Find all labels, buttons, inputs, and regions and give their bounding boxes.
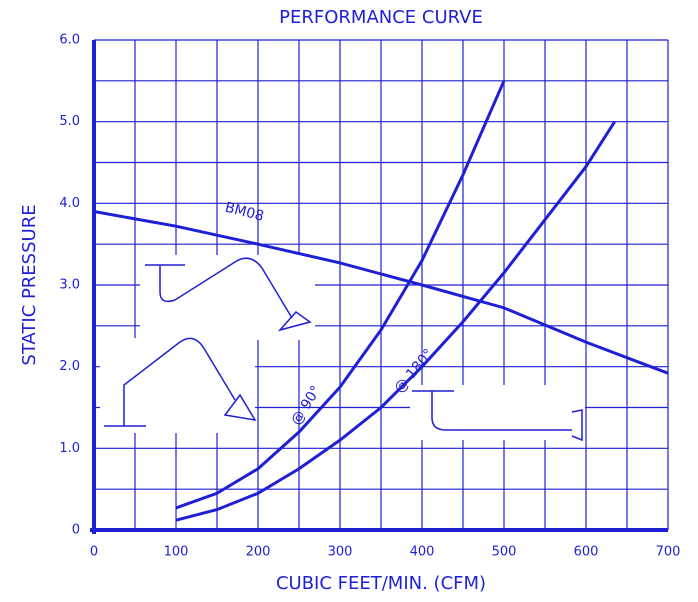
y-tick-label: 2.0	[59, 359, 80, 374]
y-axis-title: STATIC PRESSURE	[19, 204, 40, 365]
x-axis-title: CUBIC FEET/MIN. (CFM)	[276, 573, 486, 594]
y-tick-label: 4.0	[59, 196, 80, 211]
grid	[90, 39, 669, 534]
x-tick-label: 600	[574, 545, 599, 560]
x-tick-label: 300	[328, 545, 353, 560]
hose-icon	[104, 337, 257, 427]
y-tick-label: 0	[72, 523, 80, 538]
series-line	[93, 210, 669, 375]
y-tick-label: 1.0	[59, 441, 80, 456]
x-tick-label: 500	[492, 545, 517, 560]
chart-title: PERFORMANCE CURVE	[279, 7, 483, 28]
icon-backdrop	[100, 338, 255, 433]
y-tick-label: 6.0	[59, 33, 80, 48]
icon-backdrop	[410, 385, 585, 440]
x-tick-label: 100	[164, 545, 189, 560]
x-tick-label: 200	[246, 545, 271, 560]
x-tick-label: 700	[656, 545, 681, 560]
icon-backdrop	[140, 255, 315, 340]
y-tick-label: 3.0	[59, 278, 80, 293]
x-tick-label: 400	[410, 545, 435, 560]
y-tick-label: 5.0	[59, 114, 80, 129]
series-line	[175, 80, 506, 510]
hose-icon	[145, 257, 312, 332]
series-label: @ 90°	[288, 383, 324, 428]
x-tick-label: 0	[90, 545, 98, 560]
hose-icons	[100, 255, 585, 442]
series-line	[175, 120, 616, 522]
hose-icon	[412, 390, 583, 442]
